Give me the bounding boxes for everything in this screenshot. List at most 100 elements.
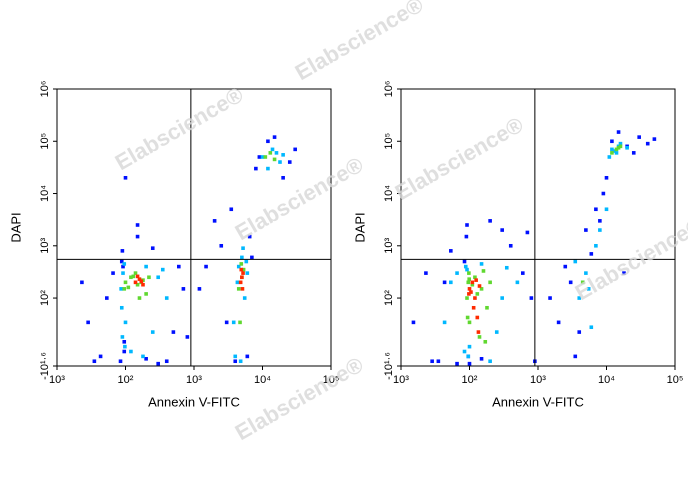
x-axis-title: Annexin V-FITC: [148, 394, 240, 409]
point: [504, 265, 509, 270]
point: [610, 151, 614, 155]
y-axis-title: DAPI: [8, 212, 23, 242]
watermark: Elabscience®: [391, 112, 528, 205]
point: [120, 249, 125, 253]
y-tick-label: 10²: [39, 290, 51, 306]
point: [467, 361, 472, 366]
point: [508, 243, 513, 248]
point: [568, 280, 573, 285]
point: [424, 271, 428, 275]
point: [197, 287, 202, 291]
point: [147, 275, 151, 280]
point: [614, 147, 619, 152]
point: [466, 354, 471, 359]
point: [238, 280, 243, 285]
point: [135, 282, 140, 287]
x-axis-title: Annexin V-FITC: [492, 394, 584, 409]
point: [266, 166, 270, 171]
point: [129, 349, 133, 354]
point: [224, 320, 229, 325]
point: [135, 234, 140, 239]
point: [467, 277, 471, 281]
point: [573, 354, 578, 359]
point: [185, 335, 190, 339]
point: [529, 296, 534, 300]
point: [612, 149, 617, 153]
point: [272, 135, 277, 139]
point: [470, 280, 475, 285]
point: [467, 271, 471, 275]
point: [470, 282, 475, 287]
point: [122, 349, 127, 354]
point: [144, 292, 148, 296]
point: [245, 271, 250, 275]
point: [548, 296, 552, 300]
point: [181, 287, 186, 291]
point: [144, 357, 148, 361]
point: [281, 153, 285, 157]
point: [92, 359, 97, 364]
y-tick-label: 10⁵: [39, 133, 51, 150]
watermark: Elabscience®: [111, 82, 248, 175]
point: [598, 228, 602, 232]
point: [475, 315, 480, 320]
point: [589, 252, 594, 256]
point: [481, 269, 486, 273]
point: [238, 320, 242, 325]
point: [442, 280, 447, 285]
point: [610, 139, 614, 144]
point: [616, 130, 621, 134]
point: [469, 290, 473, 294]
point: [411, 320, 416, 325]
point: [86, 320, 90, 325]
point: [455, 271, 459, 275]
point: [483, 339, 488, 344]
point: [133, 280, 138, 285]
point: [171, 330, 176, 334]
point: [604, 207, 609, 212]
point: [204, 264, 208, 269]
point: [467, 320, 472, 325]
point: [584, 271, 588, 275]
point: [488, 219, 492, 223]
point: [238, 359, 243, 364]
point: [233, 359, 238, 364]
point: [618, 141, 623, 146]
point: [235, 280, 240, 285]
x-tick-label: 10³: [530, 374, 546, 386]
point: [449, 280, 453, 285]
point: [245, 354, 250, 359]
point: [164, 359, 169, 364]
point: [121, 264, 125, 269]
x-tick-label: 10⁵: [667, 374, 684, 386]
point: [473, 296, 477, 300]
point: [219, 243, 224, 248]
point: [160, 267, 165, 272]
point: [580, 280, 585, 285]
point: [464, 234, 469, 239]
point: [231, 320, 236, 325]
x-tick-label: 10²: [118, 374, 134, 386]
watermark: Elabscience®: [571, 212, 688, 305]
point: [607, 155, 612, 159]
y-tick-label: 10³: [383, 238, 395, 254]
y-tick-label: -10¹·⁶: [39, 352, 51, 380]
point: [131, 274, 136, 279]
point: [241, 246, 245, 250]
point: [244, 259, 249, 264]
y-tick-label: 10⁶: [39, 81, 51, 98]
point: [156, 361, 160, 366]
watermark: Elabscience®: [231, 152, 368, 245]
point: [150, 330, 155, 334]
point: [500, 296, 504, 300]
point: [614, 151, 619, 155]
point: [625, 145, 629, 150]
point: [247, 234, 252, 239]
point: [240, 255, 244, 260]
x-tick-label: 10⁴: [254, 374, 271, 386]
point: [449, 249, 453, 253]
point: [500, 228, 504, 232]
point: [601, 191, 606, 196]
point: [479, 262, 484, 266]
point: [98, 354, 103, 359]
